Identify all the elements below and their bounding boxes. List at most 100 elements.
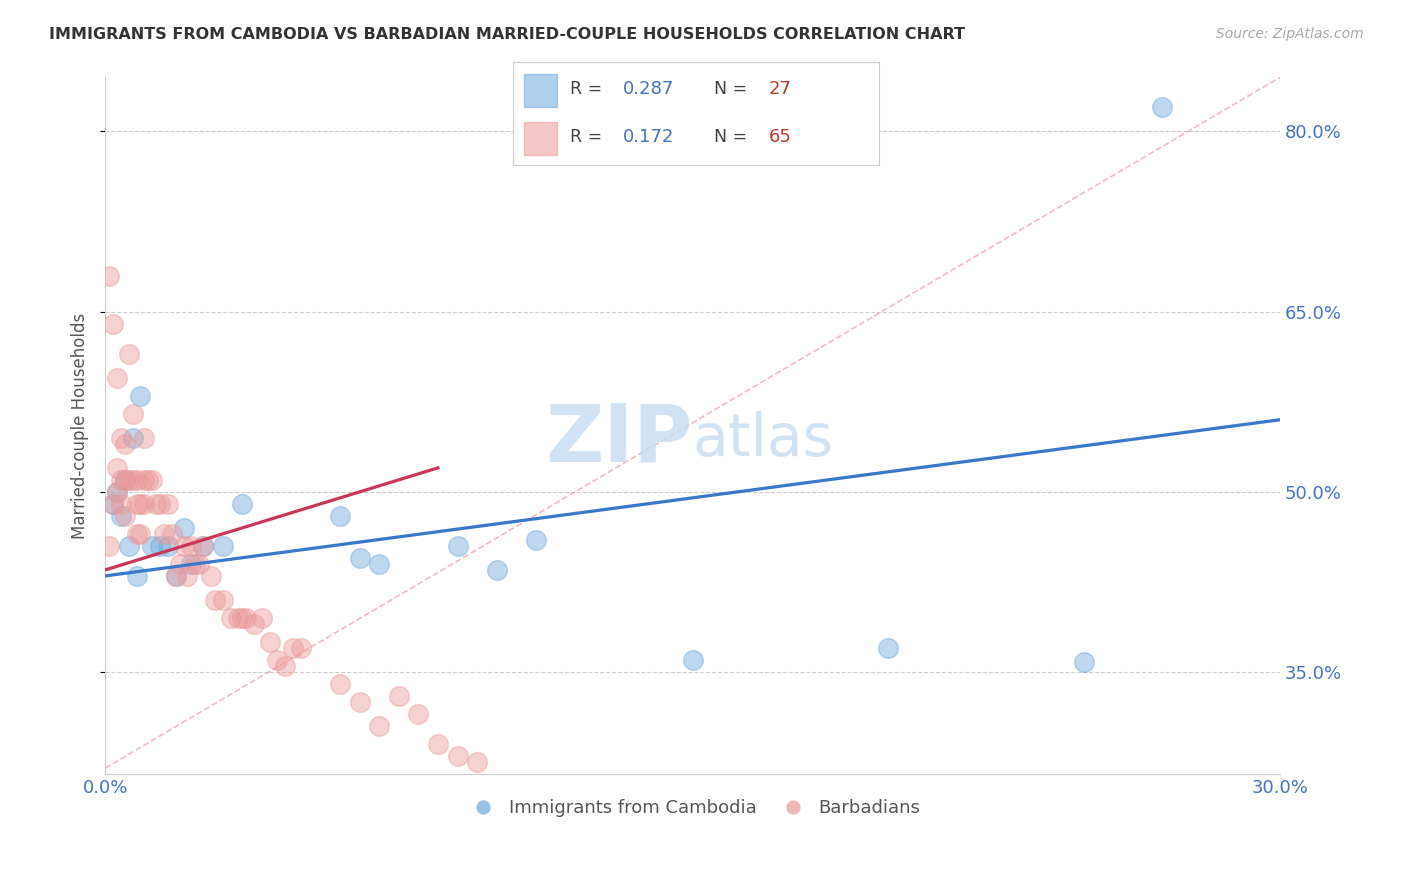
Point [228, 611, 250, 625]
Point [121, 473, 143, 487]
Point [114, 508, 136, 523]
Point [200, 569, 222, 583]
Point [141, 473, 163, 487]
Point [877, 640, 900, 655]
Text: R =: R = [569, 80, 602, 98]
Point [173, 521, 195, 535]
Point [176, 569, 198, 583]
Point [368, 719, 391, 733]
Text: 0.172: 0.172 [623, 128, 675, 146]
Text: IMMIGRANTS FROM CAMBODIA VS BARBADIAN MARRIED-COUPLE HOUSEHOLDS CORRELATION CHAR: IMMIGRANTS FROM CAMBODIA VS BARBADIAN MA… [49, 27, 965, 42]
Point [180, 539, 202, 553]
Point [156, 539, 179, 553]
Point [235, 611, 257, 625]
Point [121, 407, 143, 421]
Point [231, 611, 253, 625]
Point [204, 593, 226, 607]
Text: R =: R = [569, 128, 602, 146]
Point [118, 473, 141, 487]
Point [101, 497, 124, 511]
Point [446, 749, 468, 764]
Point [101, 317, 124, 331]
Point [191, 539, 214, 553]
Point [349, 550, 371, 565]
FancyBboxPatch shape [524, 74, 557, 106]
Point [290, 640, 312, 655]
Point [427, 737, 450, 751]
Point [408, 707, 430, 722]
Point [524, 533, 547, 547]
Point [105, 484, 128, 499]
Point [188, 557, 211, 571]
Point [191, 539, 214, 553]
Text: N =: N = [714, 128, 748, 146]
Point [129, 497, 152, 511]
Point [165, 569, 187, 583]
Text: ZIP: ZIP [546, 401, 693, 479]
Point [105, 370, 128, 384]
Point [329, 508, 352, 523]
Point [153, 527, 176, 541]
Text: 0.287: 0.287 [623, 80, 675, 98]
Point [134, 497, 156, 511]
Point [98, 268, 121, 283]
Point [105, 484, 128, 499]
Point [125, 473, 148, 487]
Point [211, 539, 233, 553]
Point [118, 539, 141, 553]
Point [114, 437, 136, 451]
Point [485, 563, 508, 577]
Point [156, 497, 179, 511]
Text: 65: 65 [769, 128, 792, 146]
Point [149, 497, 172, 511]
Text: Source: ZipAtlas.com: Source: ZipAtlas.com [1216, 27, 1364, 41]
Point [125, 569, 148, 583]
Point [101, 497, 124, 511]
Point [145, 497, 167, 511]
Text: 27: 27 [769, 80, 792, 98]
Point [259, 635, 281, 649]
FancyBboxPatch shape [524, 122, 557, 155]
Point [110, 497, 132, 511]
Point [173, 539, 195, 553]
Point [129, 527, 152, 541]
Point [98, 539, 121, 553]
Point [110, 431, 132, 445]
Point [465, 755, 488, 769]
Point [243, 617, 266, 632]
Point [121, 431, 143, 445]
Point [1073, 656, 1095, 670]
Text: atlas: atlas [693, 411, 834, 468]
Point [136, 473, 159, 487]
Point [141, 539, 163, 553]
Y-axis label: Married-couple Households: Married-couple Households [72, 313, 89, 539]
Point [180, 557, 202, 571]
Point [149, 539, 172, 553]
Point [281, 640, 304, 655]
Point [231, 497, 253, 511]
Point [388, 689, 411, 703]
Point [160, 527, 183, 541]
Point [134, 473, 156, 487]
Point [250, 611, 273, 625]
Point [114, 473, 136, 487]
Point [118, 347, 141, 361]
Point [266, 653, 288, 667]
Point [219, 611, 242, 625]
Legend: Immigrants from Cambodia, Barbadians: Immigrants from Cambodia, Barbadians [458, 792, 927, 824]
Point [134, 431, 156, 445]
Point [169, 557, 191, 571]
Text: N =: N = [714, 80, 748, 98]
Point [110, 508, 132, 523]
Point [125, 497, 148, 511]
Point [165, 569, 187, 583]
Point [274, 659, 297, 673]
Point [105, 460, 128, 475]
Point [125, 527, 148, 541]
Point [329, 677, 352, 691]
Point [349, 695, 371, 709]
Point [211, 593, 233, 607]
Point [446, 539, 468, 553]
Point [1152, 100, 1174, 114]
Point [682, 653, 704, 667]
